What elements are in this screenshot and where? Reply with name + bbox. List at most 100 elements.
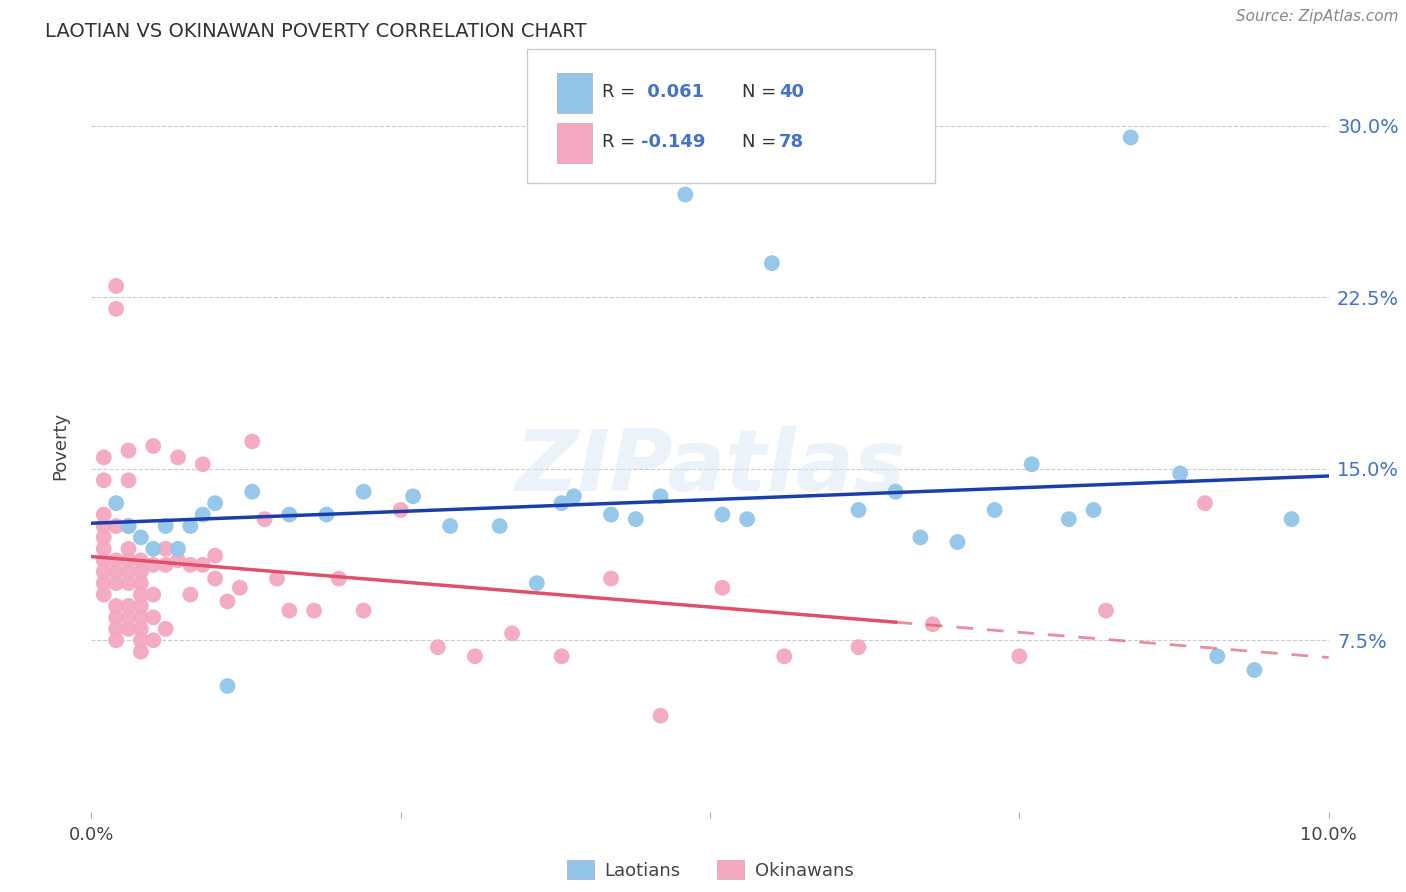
Point — [562, 489, 585, 503]
Point — [761, 256, 783, 270]
Point — [204, 496, 226, 510]
Point — [105, 622, 128, 636]
Point — [526, 576, 548, 591]
Point — [240, 484, 263, 499]
Point — [105, 565, 128, 579]
Point — [155, 541, 177, 556]
Point — [217, 594, 239, 608]
Point — [129, 553, 152, 567]
Point — [105, 496, 128, 510]
Text: N =: N = — [742, 83, 782, 101]
Point — [315, 508, 337, 522]
Point — [155, 622, 177, 636]
Text: LAOTIAN VS OKINAWAN POVERTY CORRELATION CHART: LAOTIAN VS OKINAWAN POVERTY CORRELATION … — [45, 22, 586, 41]
Point — [105, 301, 128, 316]
Text: 0.061: 0.061 — [641, 83, 704, 101]
Point — [117, 541, 139, 556]
Point — [105, 279, 128, 293]
Point — [105, 599, 128, 613]
Point — [93, 553, 115, 567]
Point — [204, 549, 226, 563]
Point — [302, 603, 325, 617]
Point — [167, 541, 190, 556]
Point — [1281, 512, 1303, 526]
Point — [501, 626, 523, 640]
Point — [921, 617, 943, 632]
Point — [129, 610, 152, 624]
Point — [117, 519, 139, 533]
Point — [129, 599, 152, 613]
Point — [142, 439, 165, 453]
Point — [93, 541, 115, 556]
Point — [155, 558, 177, 572]
Point — [105, 519, 128, 533]
Point — [204, 572, 226, 586]
Text: R =: R = — [602, 83, 641, 101]
Point — [253, 512, 276, 526]
Point — [1168, 467, 1191, 481]
Point — [93, 519, 115, 533]
Point — [550, 496, 572, 510]
Point — [117, 565, 139, 579]
Point — [93, 576, 115, 591]
Point — [191, 458, 214, 472]
Point — [117, 599, 139, 613]
Point — [711, 508, 734, 522]
Text: -0.149: -0.149 — [641, 133, 706, 151]
Text: Source: ZipAtlas.com: Source: ZipAtlas.com — [1236, 9, 1399, 24]
Text: N =: N = — [742, 133, 782, 151]
Point — [129, 622, 152, 636]
Point — [550, 649, 572, 664]
Point — [142, 610, 165, 624]
Point — [735, 512, 758, 526]
Point — [600, 508, 623, 522]
Point — [1008, 649, 1031, 664]
Point — [117, 519, 139, 533]
Text: R =: R = — [602, 133, 641, 151]
Legend: Laotians, Okinawans: Laotians, Okinawans — [560, 853, 860, 887]
Point — [142, 588, 165, 602]
Point — [1057, 512, 1080, 526]
Point — [117, 576, 139, 591]
Point — [328, 572, 350, 586]
Point — [191, 508, 214, 522]
Point — [266, 572, 288, 586]
Point — [179, 558, 201, 572]
Point — [650, 708, 672, 723]
Point — [600, 572, 623, 586]
Point — [1095, 603, 1118, 617]
Text: ZIPatlas: ZIPatlas — [515, 426, 905, 509]
Point — [946, 535, 969, 549]
Point — [426, 640, 449, 655]
Point — [910, 530, 932, 544]
Point — [93, 473, 115, 487]
Point — [1194, 496, 1216, 510]
Point — [105, 553, 128, 567]
Point — [191, 558, 214, 572]
Point — [93, 508, 115, 522]
Point — [105, 576, 128, 591]
Point — [624, 512, 647, 526]
Point — [711, 581, 734, 595]
Point — [389, 503, 412, 517]
Point — [93, 565, 115, 579]
Point — [179, 519, 201, 533]
Point — [439, 519, 461, 533]
Point — [1083, 503, 1105, 517]
Text: 78: 78 — [779, 133, 804, 151]
Point — [142, 633, 165, 648]
Point — [167, 553, 190, 567]
Point — [117, 622, 139, 636]
Point — [278, 508, 301, 522]
Point — [129, 588, 152, 602]
Point — [848, 640, 870, 655]
Point — [179, 588, 201, 602]
Point — [884, 484, 907, 499]
Point — [117, 610, 139, 624]
Point — [1021, 458, 1043, 472]
Y-axis label: Poverty: Poverty — [51, 412, 69, 480]
Point — [240, 434, 263, 449]
Point — [117, 443, 139, 458]
Point — [848, 503, 870, 517]
Point — [167, 450, 190, 465]
